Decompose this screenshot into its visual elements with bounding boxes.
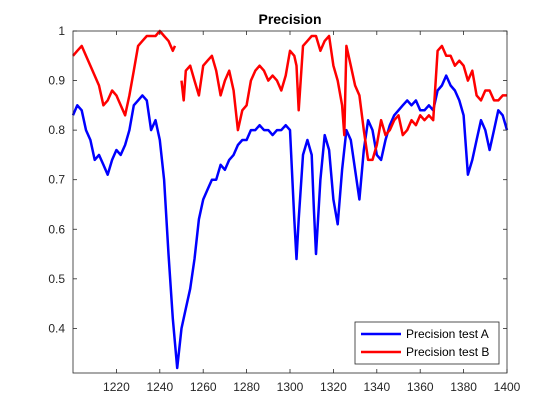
tick-layer: 1220 1240 1260 1280 1300 1320 1340 1360 1380 1400… — [48, 24, 520, 394]
legend-label-test-b: Precision test B — [406, 345, 489, 359]
y-tick-label: 0.7 — [48, 173, 65, 187]
y-tick-label: 0.5 — [48, 272, 65, 286]
y-tick-label: 0.4 — [48, 321, 65, 335]
x-tick-label: 1280 — [233, 380, 260, 394]
x-tick-label: 1400 — [494, 380, 521, 394]
y-tick-label: 1 — [58, 24, 65, 38]
x-tick-label: 1300 — [277, 380, 304, 394]
legend-label-test-a: Precision test A — [406, 327, 489, 341]
y-tick-label: 0.9 — [48, 74, 65, 88]
y-tick-label: 0.8 — [48, 123, 65, 137]
x-tick-label: 1380 — [450, 380, 477, 394]
x-tick-label: 1340 — [363, 380, 390, 394]
x-tick-label: 1260 — [190, 380, 217, 394]
chart-title: Precision — [258, 11, 321, 27]
legend: Precision test A Precision test B — [354, 321, 500, 365]
legend-box — [354, 321, 500, 365]
x-tick-label: 1360 — [407, 380, 434, 394]
y-tick-label: 0.6 — [48, 222, 65, 236]
x-tick-label: 1220 — [103, 380, 130, 394]
series-line-test-a — [71, 74, 509, 370]
x-tick-label: 1320 — [320, 380, 347, 394]
x-tick-label: 1240 — [146, 380, 173, 394]
